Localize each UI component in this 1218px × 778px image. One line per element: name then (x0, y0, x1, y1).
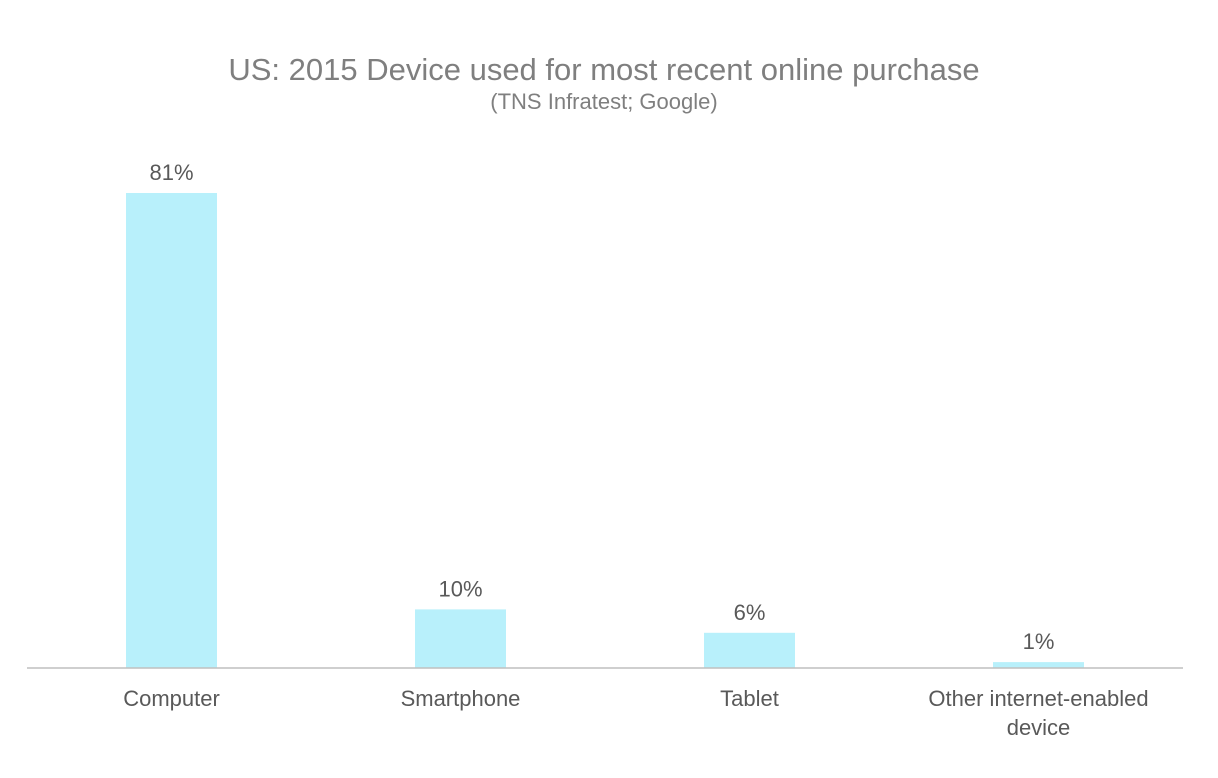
category-label-2: Tablet (720, 686, 779, 711)
bar-value-label-1: 10% (438, 576, 482, 601)
bar-value-label-0: 81% (149, 160, 193, 185)
bar-0 (126, 193, 217, 668)
category-labels-layer: Computer Smartphone Tablet Other internet-e… (123, 686, 1148, 740)
value-labels-layer: 81% 10% 6% 1% (149, 160, 1054, 654)
bars-layer (126, 193, 1084, 668)
category-label-3: Other internet-enabled device (928, 686, 1148, 740)
bar-3 (993, 662, 1084, 668)
category-label-1: Smartphone (401, 686, 521, 711)
bar-value-label-2: 6% (734, 600, 766, 625)
bar-value-label-3: 1% (1023, 629, 1055, 654)
bar-1 (415, 609, 506, 668)
chart-subtitle: (TNS Infratest; Google) (490, 89, 717, 114)
chart-title: US: 2015 Device used for most recent onl… (228, 52, 979, 87)
category-label-0: Computer (123, 686, 220, 711)
bar-2 (704, 632, 795, 668)
